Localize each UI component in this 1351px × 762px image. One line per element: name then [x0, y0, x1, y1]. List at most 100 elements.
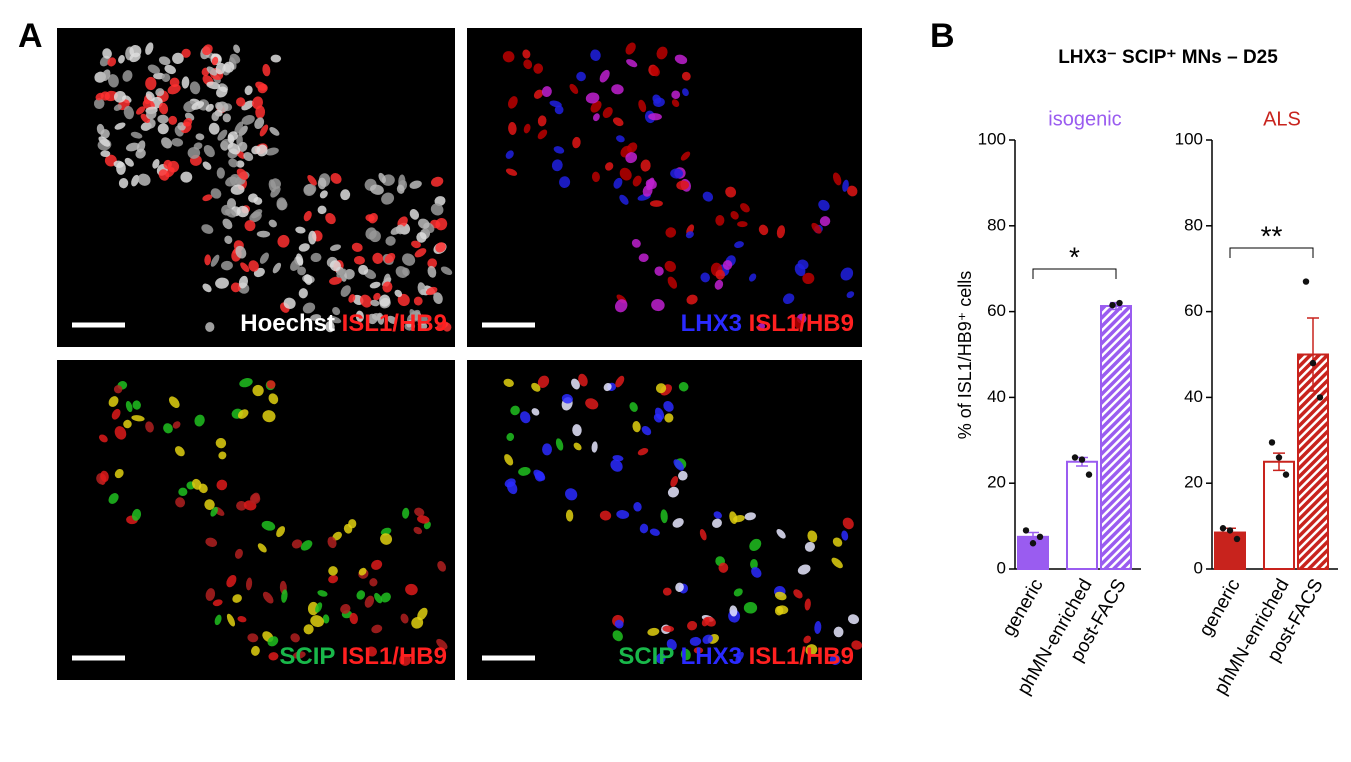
nucleus	[733, 588, 743, 597]
data-point	[1275, 454, 1283, 461]
nucleus	[348, 294, 356, 303]
y-tick-label: 40	[1184, 387, 1203, 406]
nucleus	[398, 174, 406, 189]
nucleus	[353, 255, 365, 265]
nucleus	[714, 279, 724, 290]
nucleus	[332, 306, 341, 316]
nucleus	[534, 471, 545, 482]
nucleus	[846, 291, 855, 299]
nucleus	[842, 517, 854, 530]
nucleus	[319, 190, 328, 199]
nucleus	[307, 174, 317, 186]
nucleus	[210, 254, 220, 267]
nucleus	[113, 104, 122, 111]
nucleus	[167, 160, 180, 173]
nucleus	[113, 90, 126, 103]
nucleus	[317, 590, 328, 597]
nucleus	[616, 135, 625, 143]
nucleus	[662, 625, 675, 633]
nucleus	[302, 302, 316, 314]
nucleus	[533, 89, 544, 99]
nucleus	[639, 523, 649, 534]
nucleus	[616, 510, 630, 519]
nucleus	[744, 512, 756, 521]
nucleus	[329, 244, 342, 251]
nucleus	[416, 232, 427, 243]
nucleus	[660, 509, 668, 524]
nucleus	[782, 293, 795, 305]
nucleus	[832, 537, 843, 547]
nucleus	[303, 274, 313, 285]
nucleus	[651, 299, 665, 312]
nucleus	[340, 285, 351, 297]
nucleus	[192, 478, 202, 490]
data-point	[1071, 454, 1079, 461]
nucleus	[161, 137, 173, 149]
nucleus	[774, 605, 784, 616]
nucleus	[612, 630, 623, 642]
nucleus	[355, 310, 364, 323]
nucleus	[218, 451, 227, 460]
nucleus	[740, 203, 750, 213]
nucleus	[638, 253, 649, 263]
y-tick-label: 80	[987, 215, 1006, 234]
nucleus	[167, 84, 181, 95]
nucleus	[654, 266, 664, 276]
nucleus	[236, 501, 247, 511]
nucleus	[157, 123, 169, 135]
nucleus	[256, 230, 271, 238]
nucleus	[180, 171, 193, 183]
nucleus	[531, 408, 540, 416]
nucleus	[437, 561, 447, 572]
nucleus	[229, 174, 242, 187]
nucleus	[230, 184, 245, 195]
nucleus	[262, 63, 271, 77]
nucleus	[268, 393, 279, 405]
nucleus	[118, 178, 129, 189]
nucleus	[366, 646, 377, 657]
nucleus	[702, 191, 714, 202]
nucleus	[206, 66, 218, 76]
nucleus	[379, 294, 391, 307]
nucleus	[93, 98, 105, 109]
nucleus	[585, 92, 600, 104]
nucleus	[666, 638, 677, 651]
nucleus	[400, 613, 409, 624]
nucleus	[663, 401, 674, 412]
nucleus	[232, 594, 242, 603]
nucleus	[561, 394, 573, 404]
nucleus	[220, 260, 233, 271]
nucleus	[340, 189, 351, 201]
nucleus	[847, 614, 860, 625]
nucleus	[713, 511, 722, 519]
nucleus	[776, 529, 786, 539]
nucleus	[678, 381, 689, 392]
chart-title: ALS	[1263, 108, 1301, 130]
nucleus	[671, 99, 680, 108]
error-bar	[1307, 317, 1319, 392]
significance-bracket	[1032, 268, 1117, 279]
nucleus	[642, 185, 653, 197]
nucleus	[572, 136, 581, 149]
caption-word: ISL1/HB9	[749, 310, 854, 337]
y-tick-label: 100	[1175, 129, 1203, 148]
nucleus	[281, 589, 288, 603]
data-point	[1268, 439, 1276, 446]
nucleus	[757, 323, 765, 331]
nucleus	[406, 319, 414, 328]
nucleus	[518, 467, 531, 476]
nucleus	[201, 224, 214, 234]
nucleus	[267, 636, 279, 647]
nucleus	[417, 515, 430, 524]
nucleus	[157, 114, 169, 124]
nucleus	[803, 635, 812, 644]
nucleus	[266, 380, 276, 389]
caption: SCIP ISL1/HB9	[279, 643, 447, 670]
nucleus	[131, 415, 145, 422]
nucleus	[818, 199, 830, 211]
nucleus	[227, 131, 238, 141]
nucleus	[253, 197, 263, 205]
nucleus	[851, 640, 863, 650]
nucleus	[555, 438, 564, 451]
nucleus	[590, 100, 602, 113]
